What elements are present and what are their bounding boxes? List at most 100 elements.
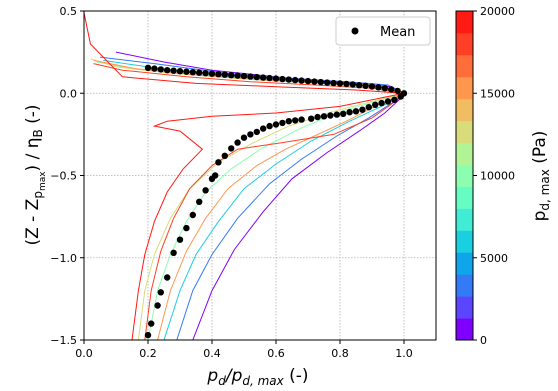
mean-point <box>320 113 328 120</box>
plot-frame <box>83 10 437 341</box>
legend-box <box>335 16 431 46</box>
colorbar-tick-label: 5000 <box>480 252 508 265</box>
mean-point <box>247 73 254 80</box>
mean-point <box>176 68 184 75</box>
x-tick-label: 0.2 <box>139 347 157 360</box>
mean-point <box>391 96 398 104</box>
mean-point <box>304 77 312 85</box>
x-tick-label: 0.6 <box>267 347 285 360</box>
mean-point <box>381 85 388 92</box>
mean-point <box>148 320 155 327</box>
mean-point <box>285 118 292 125</box>
mean-point <box>279 75 286 83</box>
y-tick-label: −0.5 <box>50 170 77 183</box>
mean-point <box>202 187 209 194</box>
mean-point <box>365 104 372 111</box>
mean-point <box>356 82 363 89</box>
mean-point <box>183 224 190 232</box>
profile-line <box>84 12 405 340</box>
mean-point <box>221 152 228 159</box>
mean-point <box>196 69 203 76</box>
y-tick-label: 0.0 <box>60 87 78 100</box>
mean-point <box>352 108 360 115</box>
mean-point <box>375 84 382 91</box>
mean-point <box>208 70 216 77</box>
mean-point <box>176 236 184 243</box>
mean-point <box>151 65 158 72</box>
x-axis-ticks: 0.0 0.2 0.4 0.6 0.8 1.0 <box>75 340 413 360</box>
mean-point <box>362 82 369 90</box>
profile-line <box>96 61 406 340</box>
mean-point <box>234 139 241 146</box>
mean-point <box>314 113 321 121</box>
mean-point <box>298 77 305 84</box>
colorbar-tick-label: 10000 <box>480 170 515 183</box>
mean-point <box>215 159 222 166</box>
legend-label: Mean <box>380 25 415 40</box>
mean-point <box>247 131 254 138</box>
mean-point <box>308 115 315 122</box>
mean-point <box>189 211 196 219</box>
mean-point <box>324 79 331 86</box>
mean-point <box>253 73 260 81</box>
mean-point <box>279 119 286 127</box>
colorbar-segment <box>456 32 473 56</box>
mean-point <box>170 249 177 256</box>
mean-point <box>330 79 337 87</box>
colorbar-segment <box>456 318 473 341</box>
mean-point <box>349 81 356 88</box>
mean-point <box>372 101 379 109</box>
colorbar <box>456 11 473 341</box>
mean-point <box>272 75 280 82</box>
mean-point <box>336 80 344 87</box>
mean-point <box>384 98 392 105</box>
mean-point <box>196 198 203 205</box>
mean-point <box>240 134 248 141</box>
colorbar-segment <box>456 54 473 78</box>
mean-point <box>228 72 235 79</box>
colorbar-segment <box>456 76 473 100</box>
x-tick-label: 0.8 <box>331 347 349 360</box>
mean-point <box>208 175 216 182</box>
legend-marker <box>351 27 359 35</box>
mean-point <box>388 86 395 93</box>
x-tick-label: 0.0 <box>75 347 93 360</box>
colorbar-label: pd, max (Pa) <box>530 131 552 222</box>
colorbar-segment <box>456 142 473 166</box>
mean-point <box>260 125 267 132</box>
mean-point <box>272 121 280 128</box>
colorbar-segment <box>456 186 473 209</box>
colorbar-segment <box>456 274 473 297</box>
mean-point <box>346 109 353 116</box>
x-tick-label: 0.4 <box>203 347 221 360</box>
colorbar-segment <box>456 98 473 122</box>
mean-point <box>359 106 366 113</box>
mean-point <box>189 69 196 76</box>
profile-line <box>99 56 405 340</box>
mean-point <box>183 68 190 75</box>
colorbar-segment <box>456 120 473 144</box>
mean-point <box>144 331 152 339</box>
mean-point <box>394 87 401 95</box>
mean-point <box>144 64 152 72</box>
mean-point <box>311 78 318 85</box>
x-tick-label: 1.0 <box>395 347 413 360</box>
grid-lines <box>83 10 436 341</box>
y-tick-label: −1.5 <box>50 334 77 347</box>
x-axis-label: pd/pd, max (-) <box>206 366 308 388</box>
y-axis-ticks: 0.5 0.0 −0.5 −1.0 −1.5 <box>50 5 84 347</box>
colorbar-segment <box>456 252 473 275</box>
profile-line <box>115 51 405 340</box>
colorbar-segment <box>456 11 473 34</box>
mean-point <box>292 76 299 84</box>
mean-point <box>378 99 385 107</box>
mean-point <box>154 302 161 309</box>
colorbar-tick-label: 20000 <box>480 5 515 18</box>
mean-point <box>317 78 324 86</box>
mean-point <box>340 110 347 118</box>
colorbar-segment <box>456 208 473 231</box>
mean-point <box>298 116 305 123</box>
mean-point <box>157 289 164 296</box>
y-tick-label: −1.0 <box>50 252 77 265</box>
